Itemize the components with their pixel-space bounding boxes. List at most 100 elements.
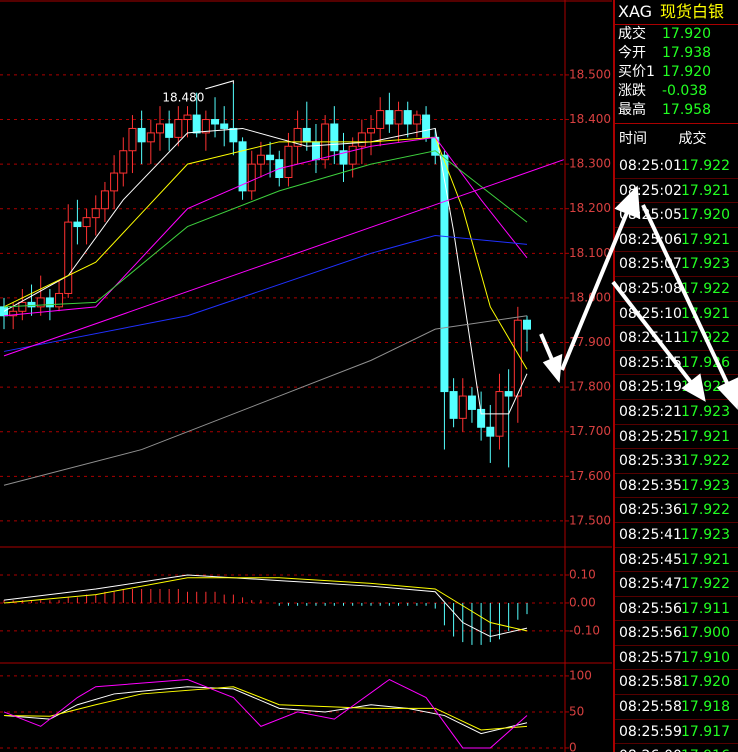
indicator-line	[3, 136, 528, 370]
tick-row: 08:25:56 17.911	[615, 597, 738, 622]
tick-price: 17.926	[681, 354, 730, 371]
y-tick-label: 0.00	[569, 595, 596, 609]
candle-body	[247, 163, 256, 192]
quote-header: XAG 现货白银	[615, 0, 738, 25]
y-tick-label: 18.500	[569, 67, 611, 81]
indicator-line	[3, 127, 528, 415]
y-tick-label: 18.400	[569, 112, 611, 126]
y-tick-label: 50	[569, 704, 584, 718]
candle-body	[385, 110, 394, 125]
candle-body	[348, 145, 357, 165]
chart: 18.500 18.400 18.300 18.200 18.100 18.000 17.9…	[0, 0, 612, 752]
candle-body	[201, 119, 210, 134]
ticks-header: 时间 成交	[615, 124, 738, 154]
tick-row: 08:25:01 17.922	[615, 154, 738, 179]
quote-value: 17.920	[662, 64, 711, 80]
tick-row: 08:25:59 17.917	[615, 720, 738, 745]
indicator-line	[3, 686, 528, 735]
indicator-line	[3, 150, 528, 308]
y-tick-label: 17.800	[569, 380, 611, 394]
tick-row: 08:25:41 17.923	[615, 523, 738, 548]
tick-row: 08:25:21 17.923	[615, 400, 738, 425]
candle-body	[284, 145, 293, 179]
tick-time: 08:25:58	[619, 699, 682, 716]
quote-label: 涨跌	[618, 83, 646, 99]
tick-time: 08:25:35	[619, 477, 682, 494]
candle-body	[467, 395, 476, 410]
instrument-name: 现货白银	[660, 2, 725, 21]
quote-row: 最高 17.958	[615, 101, 738, 120]
quote-value: 17.938	[662, 45, 711, 61]
candle-body	[192, 114, 201, 134]
candle-body	[137, 127, 146, 143]
tick-time: 08:25:15	[619, 354, 682, 371]
tick-row: 08:25:47 17.922	[615, 572, 738, 597]
tick-row: 08:25:10 17.921	[615, 302, 738, 327]
tick-price: 17.921	[681, 305, 730, 322]
tick-price: 17.922	[681, 502, 730, 519]
tick-price: 17.922	[681, 330, 730, 347]
tick-time: 08:25:58	[619, 674, 682, 691]
candle-body	[110, 172, 119, 192]
tick-row: 08:25:15 17.926	[615, 351, 738, 376]
candle-body	[146, 132, 155, 143]
tick-row: 08:25:07 17.923	[615, 252, 738, 277]
candle-body	[311, 141, 320, 161]
tick-time: 08:25:59	[619, 723, 682, 740]
ticks-table: 08:25:01 17.922 08:25:02 17.921 08:25:05 17.9…	[615, 154, 738, 752]
tick-row: 08:25:05 17.920	[615, 203, 738, 228]
indicator-line	[3, 234, 528, 352]
candle-body	[513, 319, 522, 397]
tick-price: 17.918	[681, 699, 730, 716]
tick-price: 17.923	[681, 403, 730, 420]
side-panel: XAG 现货白银 成交 17.920 今开 17.938 买价1 17.920 涨跌 -0.03…	[613, 0, 738, 752]
tick-time: 08:25:57	[619, 649, 682, 666]
tick-time: 08:25:07	[619, 256, 682, 273]
candle-body	[36, 297, 45, 308]
candle-body	[367, 127, 376, 134]
quote-label: 今开	[618, 45, 646, 61]
tick-time: 08:25:19	[619, 379, 682, 396]
tick-price: 17.921	[681, 551, 730, 568]
candle-body	[9, 310, 18, 317]
y-tick-label: 18.300	[569, 157, 611, 171]
candle-body	[440, 154, 449, 393]
tick-price: 17.900	[681, 625, 730, 642]
tick-time: 08:25:33	[619, 453, 682, 470]
quote-row: 成交 17.920	[615, 25, 738, 44]
candle-body	[27, 301, 36, 308]
tick-row: 08:25:57 17.910	[615, 646, 738, 671]
indicator-line	[3, 315, 528, 486]
header-cell: 成交	[678, 131, 707, 147]
annotation-leader	[205, 80, 234, 90]
tick-row: 08:25:36 17.922	[615, 498, 738, 523]
quote-row: 涨跌 -0.038	[615, 82, 738, 101]
indicator-line	[3, 159, 564, 357]
tick-time: 08:25:41	[619, 526, 682, 543]
candle-body	[523, 319, 531, 330]
tick-row: 08:25:06 17.921	[615, 228, 738, 253]
candle-body	[100, 190, 109, 210]
tick-price: 17.923	[681, 526, 730, 543]
tick-time: 08:25:08	[619, 280, 682, 297]
candle-body	[458, 395, 467, 419]
tick-time: 08:26:00	[619, 744, 682, 752]
quote-box: 成交 17.920 今开 17.938 买价1 17.920 涨跌 -0.038 最高 17.95…	[615, 25, 738, 124]
tick-row: 08:25:58 17.920	[615, 670, 738, 696]
tick-row: 08:25:33 17.922	[615, 449, 738, 474]
tick-time: 08:25:36	[619, 502, 682, 519]
y-tick-label: 0	[569, 740, 577, 752]
quote-label: 成交	[618, 26, 646, 42]
tick-price: 17.911	[681, 600, 730, 617]
tick-price: 17.922	[681, 379, 730, 396]
header-cell: 时间	[619, 131, 647, 147]
candle-body	[477, 408, 486, 428]
tick-price: 17.922	[681, 158, 730, 174]
tick-row: 08:25:25 17.921	[615, 425, 738, 450]
candle-body	[504, 391, 513, 397]
tick-price: 17.922	[681, 280, 730, 297]
quote-row: 买价1 17.920	[615, 63, 738, 82]
candle-body	[73, 221, 82, 228]
